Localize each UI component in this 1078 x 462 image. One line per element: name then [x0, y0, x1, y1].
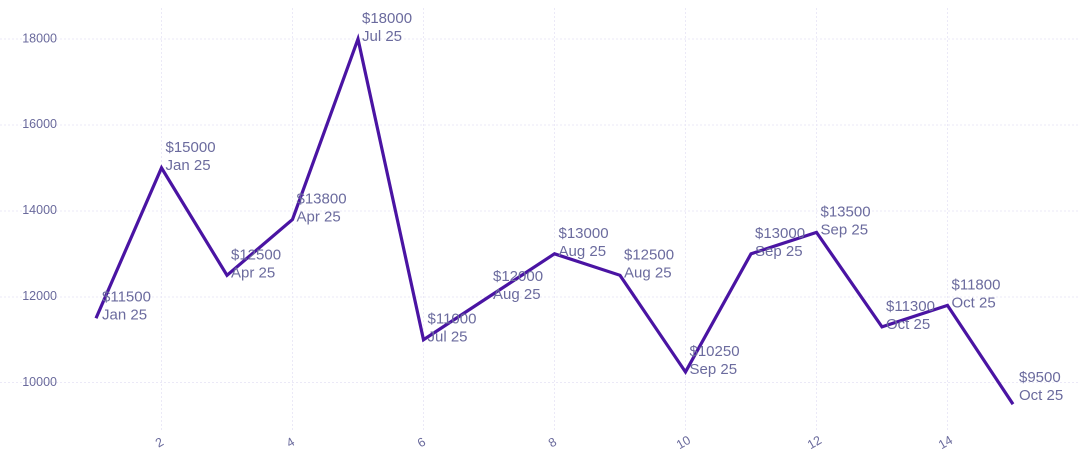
- data-point-date: Oct 25: [1019, 387, 1063, 404]
- data-point-date: Sep 25: [755, 243, 803, 260]
- data-point-value: $11500: [102, 288, 151, 305]
- data-point-date: Oct 25: [952, 294, 996, 311]
- data-point-value: $11300: [886, 298, 935, 315]
- data-point-value: $18000: [362, 10, 412, 27]
- x-axis-tick-label: 10: [674, 433, 693, 452]
- data-point-date: Sep 25: [690, 361, 738, 378]
- x-axis-tick-label: 14: [936, 433, 955, 452]
- y-axis-tick-label: 18000: [22, 31, 57, 45]
- y-axis-tick-label: 10000: [22, 375, 57, 389]
- data-point-value: $11000: [428, 311, 477, 328]
- data-point-value: $11800: [952, 276, 1001, 293]
- data-point-value: $12500: [231, 246, 281, 263]
- data-point-value: $10250: [690, 343, 740, 360]
- data-point-date: Jan 25: [102, 306, 147, 323]
- data-point-value: $12000: [493, 268, 543, 285]
- data-point-value: $13000: [755, 225, 805, 242]
- y-axis-tick-label: 16000: [22, 117, 57, 131]
- data-point-date: Oct 25: [886, 316, 930, 333]
- data-point-value: $12500: [624, 246, 674, 263]
- data-point-date: Apr 25: [231, 264, 275, 281]
- data-point-date: Jul 25: [362, 28, 402, 45]
- y-axis-tick-label: 14000: [22, 203, 57, 217]
- data-point-date: Apr 25: [297, 208, 341, 225]
- x-axis-tick-label: 12: [805, 433, 824, 452]
- data-point-date: Jul 25: [428, 329, 468, 346]
- data-point-date: Aug 25: [493, 286, 541, 303]
- y-axis-tick-label: 12000: [22, 289, 57, 303]
- data-point-date: Jan 25: [166, 157, 211, 174]
- data-point-value: $13000: [559, 225, 609, 242]
- data-point-value: $13800: [297, 190, 347, 207]
- series-line: [94, 33, 1015, 406]
- y-axis-tick-labels: 10000 12000 14000 16000 18000: [22, 31, 57, 389]
- data-point-date: Aug 25: [559, 243, 607, 260]
- data-point-value: $15000: [166, 139, 216, 156]
- data-point-date: Sep 25: [821, 221, 869, 238]
- data-point-value: $9500: [1019, 369, 1061, 386]
- data-point-value: $13500: [821, 203, 871, 220]
- data-point-date: Aug 25: [624, 264, 672, 281]
